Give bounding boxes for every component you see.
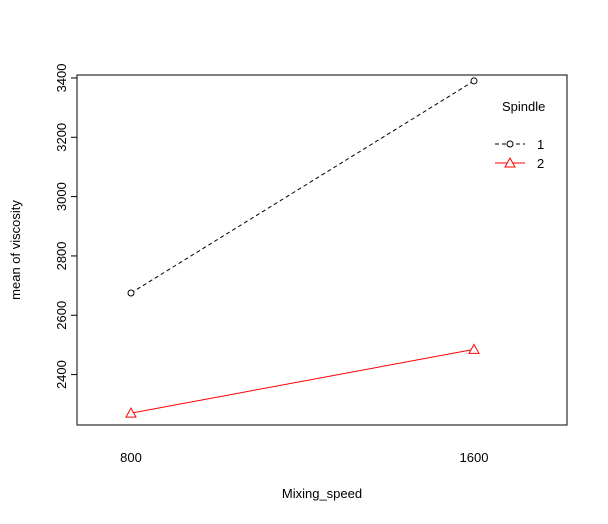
y-tick-label: 3200 [54,123,69,152]
legend: Spindle 1 2 [495,99,545,171]
legend-title: Spindle [502,99,545,114]
y-tick-label: 2400 [54,360,69,389]
y-tick-label: 3400 [54,64,69,93]
data-point [470,77,478,85]
data-point [125,407,137,418]
series-layer [125,77,480,418]
y-tick-label: 2800 [54,241,69,270]
legend-label: 1 [537,137,544,152]
legend-entry-1: 1 [495,137,544,152]
legend-marker [506,140,514,148]
y-axis: 2400 2600 2800 3000 3200 3400 [54,64,77,389]
y-tick-label: 3000 [54,182,69,211]
series-1 [127,77,478,297]
y-tick-label: 2600 [54,301,69,330]
legend-label: 2 [537,156,544,171]
series-line [130,80,475,294]
data-point [468,343,480,354]
legend-entry-2: 2 [495,156,544,171]
series-2 [125,343,480,418]
x-axis: 800 1600 [120,450,488,465]
series-line [130,348,475,414]
legend-marker [504,156,516,168]
x-axis-label: Mixing_speed [282,486,362,501]
plot-frame [76,74,568,426]
y-axis-label: mean of viscosity [8,200,23,300]
x-tick-label: 800 [120,450,142,465]
data-point [127,289,135,297]
x-tick-label: 1600 [460,450,489,465]
